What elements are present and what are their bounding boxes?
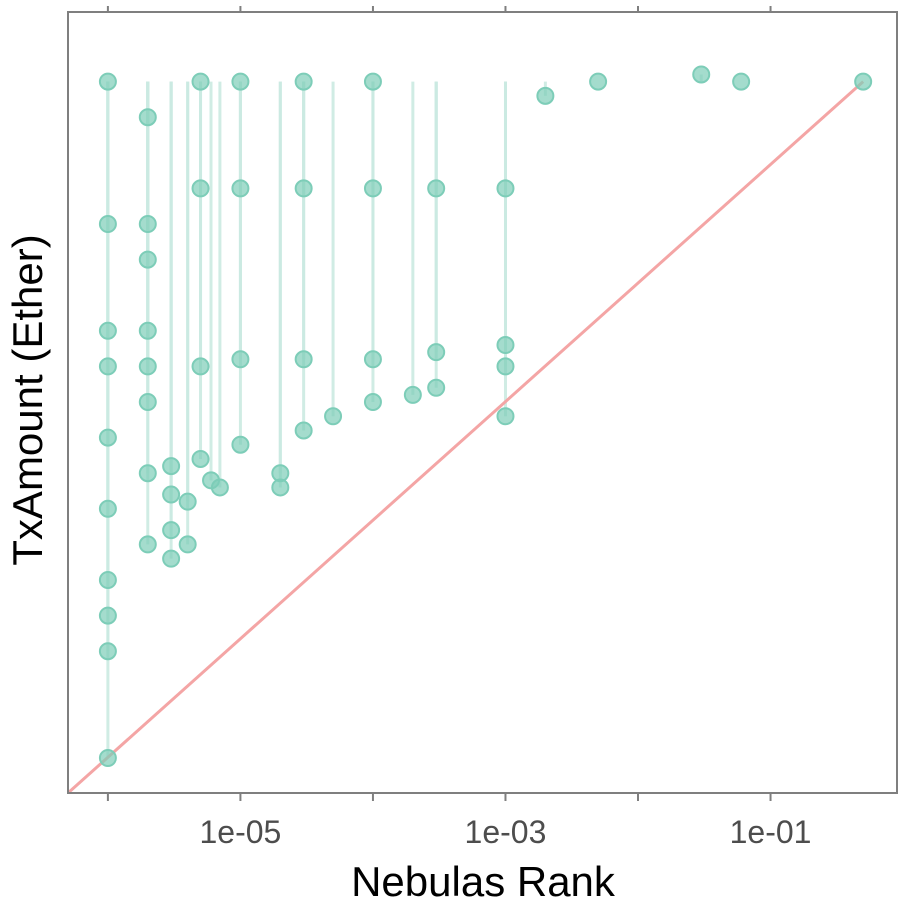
data-point (231, 72, 250, 91)
diagonal-reference-line (66, 80, 865, 795)
data-point (98, 321, 117, 340)
data-point (294, 421, 313, 440)
data-point (98, 571, 117, 589)
data-point (496, 336, 515, 355)
data-point (496, 357, 515, 376)
data-point (98, 428, 117, 447)
data-point (138, 393, 157, 411)
data-point (98, 606, 117, 625)
data-point (98, 499, 117, 518)
plot-panel (66, 11, 898, 795)
data-point (363, 179, 382, 198)
x-tick-label: 1e-05 (200, 814, 282, 850)
data-point (427, 179, 446, 198)
data-point (427, 378, 446, 397)
data-point (138, 464, 157, 483)
data-point (363, 393, 382, 411)
data-point (191, 449, 210, 468)
data-point (271, 478, 290, 497)
x-tick-label: 1e-01 (730, 814, 812, 850)
data-point (162, 485, 181, 504)
data-point (496, 407, 515, 426)
data-point (363, 350, 382, 369)
data-point (138, 108, 157, 127)
data-point (294, 350, 313, 369)
data-point (692, 65, 711, 84)
data-point (363, 72, 382, 91)
data-point (178, 492, 197, 511)
data-point (231, 179, 250, 198)
data-point (162, 549, 181, 568)
data-point (496, 179, 515, 198)
data-point (162, 521, 181, 540)
x-tick-label: 1e-03 (465, 814, 547, 850)
data-point (138, 321, 157, 340)
data-point (294, 179, 313, 198)
data-point (403, 385, 422, 404)
x-axis-title: Nebulas Rank (351, 858, 616, 900)
data-point (191, 357, 210, 376)
data-point (138, 357, 157, 376)
data-point (589, 72, 608, 91)
x-axis-ticks: 1e-05 1e-03 1e-01 (106, 6, 812, 850)
data-point (138, 215, 157, 233)
data-point (178, 535, 197, 554)
data-point (138, 535, 157, 554)
data-point (231, 350, 250, 369)
data-point (231, 435, 250, 454)
data-point (191, 179, 210, 198)
data-point (536, 86, 555, 105)
data-point (294, 72, 313, 91)
data-point (854, 72, 873, 91)
data-point (324, 407, 343, 426)
data-point (191, 72, 210, 91)
data-point (427, 343, 446, 362)
panel-border (67, 11, 898, 794)
data-point (732, 72, 751, 91)
data-point (98, 72, 117, 91)
data-point (98, 215, 117, 233)
data-point (98, 642, 117, 661)
data-point (98, 749, 117, 767)
data-point (162, 457, 181, 476)
y-axis-title: TxAmount (Ether) (4, 234, 51, 565)
data-point (138, 250, 157, 269)
data-point (98, 357, 117, 376)
data-point (210, 478, 229, 497)
